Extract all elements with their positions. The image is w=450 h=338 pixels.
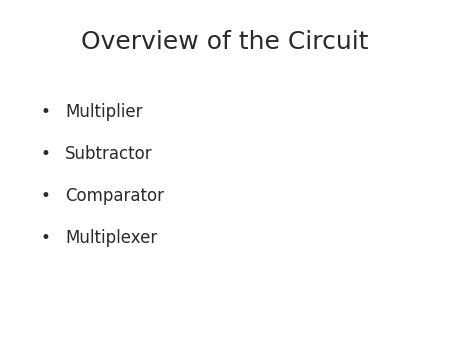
Text: •: •: [40, 145, 50, 163]
Text: •: •: [40, 102, 50, 121]
Text: Subtractor: Subtractor: [65, 145, 153, 163]
Text: Overview of the Circuit: Overview of the Circuit: [81, 30, 369, 54]
Text: Multiplexer: Multiplexer: [65, 229, 158, 247]
Text: •: •: [40, 229, 50, 247]
Text: Comparator: Comparator: [65, 187, 164, 205]
Text: •: •: [40, 187, 50, 205]
Text: Multiplier: Multiplier: [65, 102, 143, 121]
